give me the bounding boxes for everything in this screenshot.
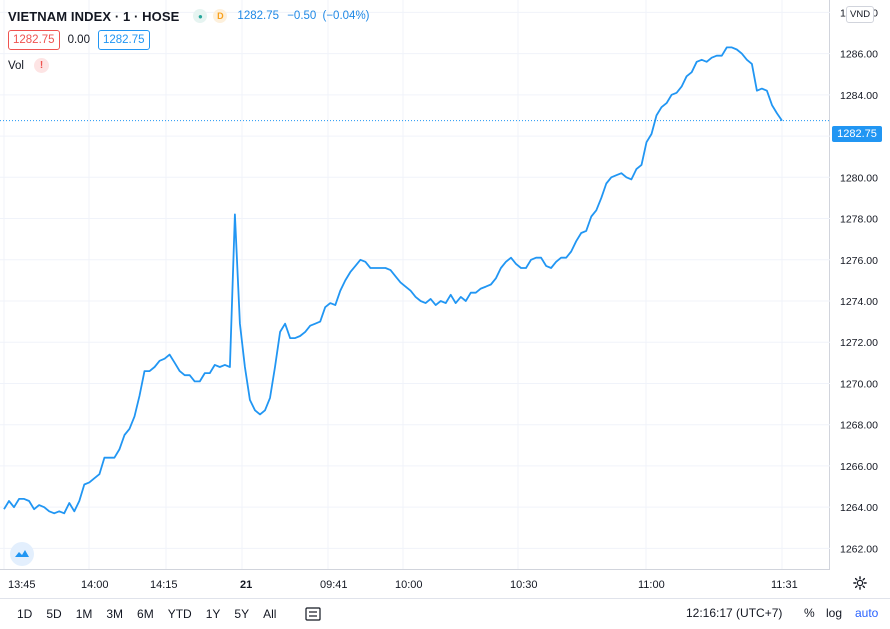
y-tick-label: 1268.00 <box>840 420 878 432</box>
market-open-icon <box>193 9 208 23</box>
x-tick-label: 11:31 <box>771 579 798 591</box>
range-button-6m[interactable]: 6M <box>137 606 154 621</box>
log-scale-button[interactable]: log <box>826 606 843 620</box>
y-tick-label: 1278.00 <box>840 214 878 226</box>
footer-divider <box>0 598 890 599</box>
y-tick-label: 1286.00 <box>840 49 878 61</box>
volume-label[interactable]: Vol <box>8 59 24 72</box>
x-tick-label: 11:00 <box>638 579 665 591</box>
x-tick-label: 10:30 <box>510 579 538 591</box>
gear-icon[interactable] <box>853 576 867 590</box>
bid-price-box[interactable]: 1282.75 <box>8 30 60 50</box>
range-button-5d[interactable]: 5D <box>46 606 62 621</box>
range-button-1y[interactable]: 1Y <box>205 606 221 621</box>
y-tick-label: 1272.00 <box>840 337 878 349</box>
y-tick-label: 1266.00 <box>840 461 878 473</box>
price-chart[interactable]: 1262.00 1264.00 1266.00 1268.00 1270.00 1272.… <box>0 0 890 598</box>
x-tick-label: 09:41 <box>320 579 348 591</box>
price-series-line <box>3 46 783 515</box>
y-tick-label: 1264.00 <box>840 502 878 514</box>
x-tick-label: 10:00 <box>395 579 423 591</box>
x-tick-label: 14:00 <box>81 579 109 591</box>
footer-toolbar: 1D 5D 1M 3M 6M YTD 1Y 5Y All 12:16:17 (U… <box>0 598 890 629</box>
auto-scale-button[interactable]: auto <box>855 606 879 620</box>
last-price-axis-tag: 1282.75 <box>832 126 882 142</box>
y-tick-label: 1274.00 <box>840 296 878 308</box>
range-button-ytd[interactable]: YTD <box>167 606 192 621</box>
y-tick-label: 1284.00 <box>840 90 878 102</box>
spread-value: 0.00 <box>67 34 90 46</box>
legend-bid-ask-row: 1282.75 0.00 1282.75 <box>8 30 370 50</box>
range-button-5y[interactable]: 5Y <box>234 606 250 621</box>
range-button-3m[interactable]: 3M <box>106 606 124 621</box>
tradingview-logo-icon[interactable] <box>10 542 34 566</box>
price-change: −0.50 <box>287 10 317 22</box>
y-tick-label: 1262.00 <box>840 543 878 555</box>
ask-price-box[interactable]: 1282.75 <box>97 30 150 50</box>
percent-scale-button[interactable]: % <box>804 606 815 620</box>
chart-pane[interactable]: 1262.00 1264.00 1266.00 1268.00 1270.00 1272.… <box>0 0 878 591</box>
legend-volume-row: Vol ! <box>8 58 370 73</box>
y-tick-label: 1276.00 <box>840 255 878 267</box>
x-tick-label: 14:15 <box>150 579 178 591</box>
x-tick-label: 21 <box>240 579 252 591</box>
timezone-clock[interactable]: 12:16:17 (UTC+7) <box>686 606 783 620</box>
y-tick-label: 1280.00 <box>840 172 878 184</box>
symbol-title[interactable]: VIETNAM INDEX · 1 · HOSE <box>8 8 180 24</box>
price-change-pct: (−0.04%) <box>322 10 370 22</box>
range-button-1m[interactable]: 1M <box>75 606 93 621</box>
compare-icon[interactable] <box>305 606 322 621</box>
range-button-all[interactable]: All <box>263 606 277 621</box>
y-tick-label: 1270.00 <box>840 378 878 390</box>
legend-values: 1282.75 −0.50 (−0.04%) <box>237 10 369 22</box>
range-button-1d[interactable]: 1D <box>17 606 33 621</box>
last-price: 1282.75 <box>237 10 279 22</box>
delayed-data-badge[interactable]: D <box>213 9 228 23</box>
chart-legend: VIETNAM INDEX · 1 · HOSE D 1282.75 −0.50… <box>8 6 370 73</box>
warning-icon[interactable]: ! <box>34 58 49 73</box>
x-tick-label: 13:45 <box>8 579 36 591</box>
legend-title-row: VIETNAM INDEX · 1 · HOSE D 1282.75 −0.50… <box>8 6 370 26</box>
currency-badge: VND <box>846 6 875 23</box>
